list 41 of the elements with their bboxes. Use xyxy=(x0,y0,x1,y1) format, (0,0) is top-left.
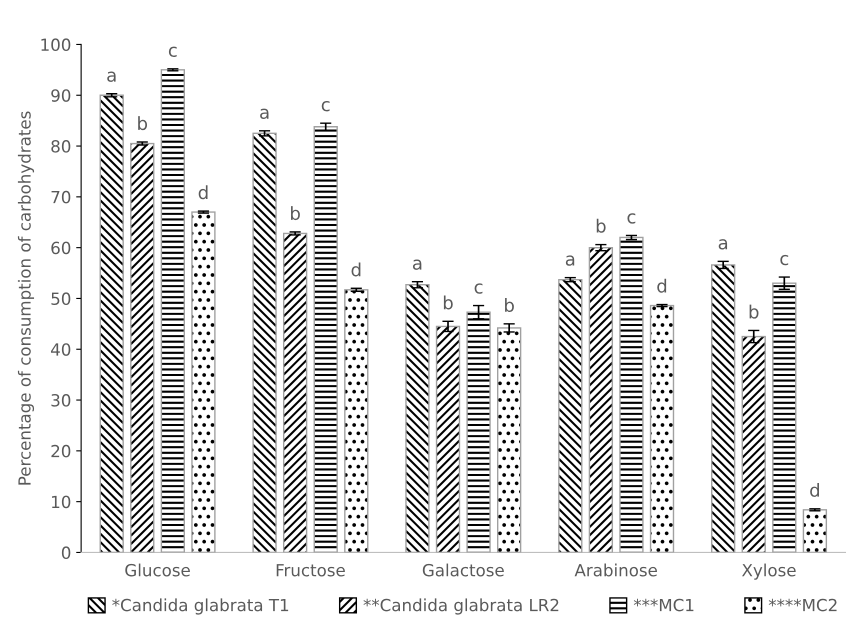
annotation: b xyxy=(444,296,453,310)
annotation: d xyxy=(198,185,208,200)
annotation: b xyxy=(138,116,148,130)
y-tick-label: 100 xyxy=(41,38,70,52)
x-tick-label: Fructose xyxy=(276,564,345,576)
legend-label: ***MC1 xyxy=(634,598,694,612)
annotation: a xyxy=(566,255,574,266)
legend-label: **Candida glabrata LR2 xyxy=(363,598,558,615)
x-tick-label: Galactose xyxy=(422,564,504,576)
annotation: b xyxy=(291,206,300,220)
x-tick-label: Glucose xyxy=(125,564,190,576)
annotation: c xyxy=(627,213,636,224)
y-tick-label: 90 xyxy=(51,89,70,102)
annotation: c xyxy=(168,46,177,57)
legend-label: *Candida glabrata T1 xyxy=(112,598,288,615)
x-tick-label: Xylose xyxy=(742,564,796,580)
annotation: b xyxy=(596,218,606,233)
annotation: d xyxy=(352,262,360,276)
y-tick-label: 50 xyxy=(51,292,70,306)
y-tick-label: 20 xyxy=(51,444,70,458)
annotation: d xyxy=(810,482,819,497)
y-tick-label: 40 xyxy=(51,343,70,356)
x-tick-label: Arabinose xyxy=(574,564,657,576)
annotation: a xyxy=(260,108,268,119)
legend-label: ****MC2 xyxy=(768,598,837,612)
annotation: c xyxy=(780,254,788,266)
annotation: b xyxy=(750,304,758,319)
y-tick-label: 60 xyxy=(51,242,70,254)
y-tick-label: 0 xyxy=(62,546,70,560)
annotation: a xyxy=(412,259,422,270)
y-tick-label: 80 xyxy=(51,140,70,153)
y-tick-label: 10 xyxy=(52,496,70,508)
annotation: d xyxy=(657,278,666,293)
y-axis-title: Percentage of consumption of carbohydrates xyxy=(18,112,34,485)
annotation: a xyxy=(718,239,728,250)
annotation: c xyxy=(322,100,330,112)
annotation: c xyxy=(474,283,482,294)
y-tick-label: 30 xyxy=(51,394,70,407)
annotation: a xyxy=(107,72,116,82)
annotation: b xyxy=(505,298,514,312)
y-tick-label: 70 xyxy=(52,190,70,204)
